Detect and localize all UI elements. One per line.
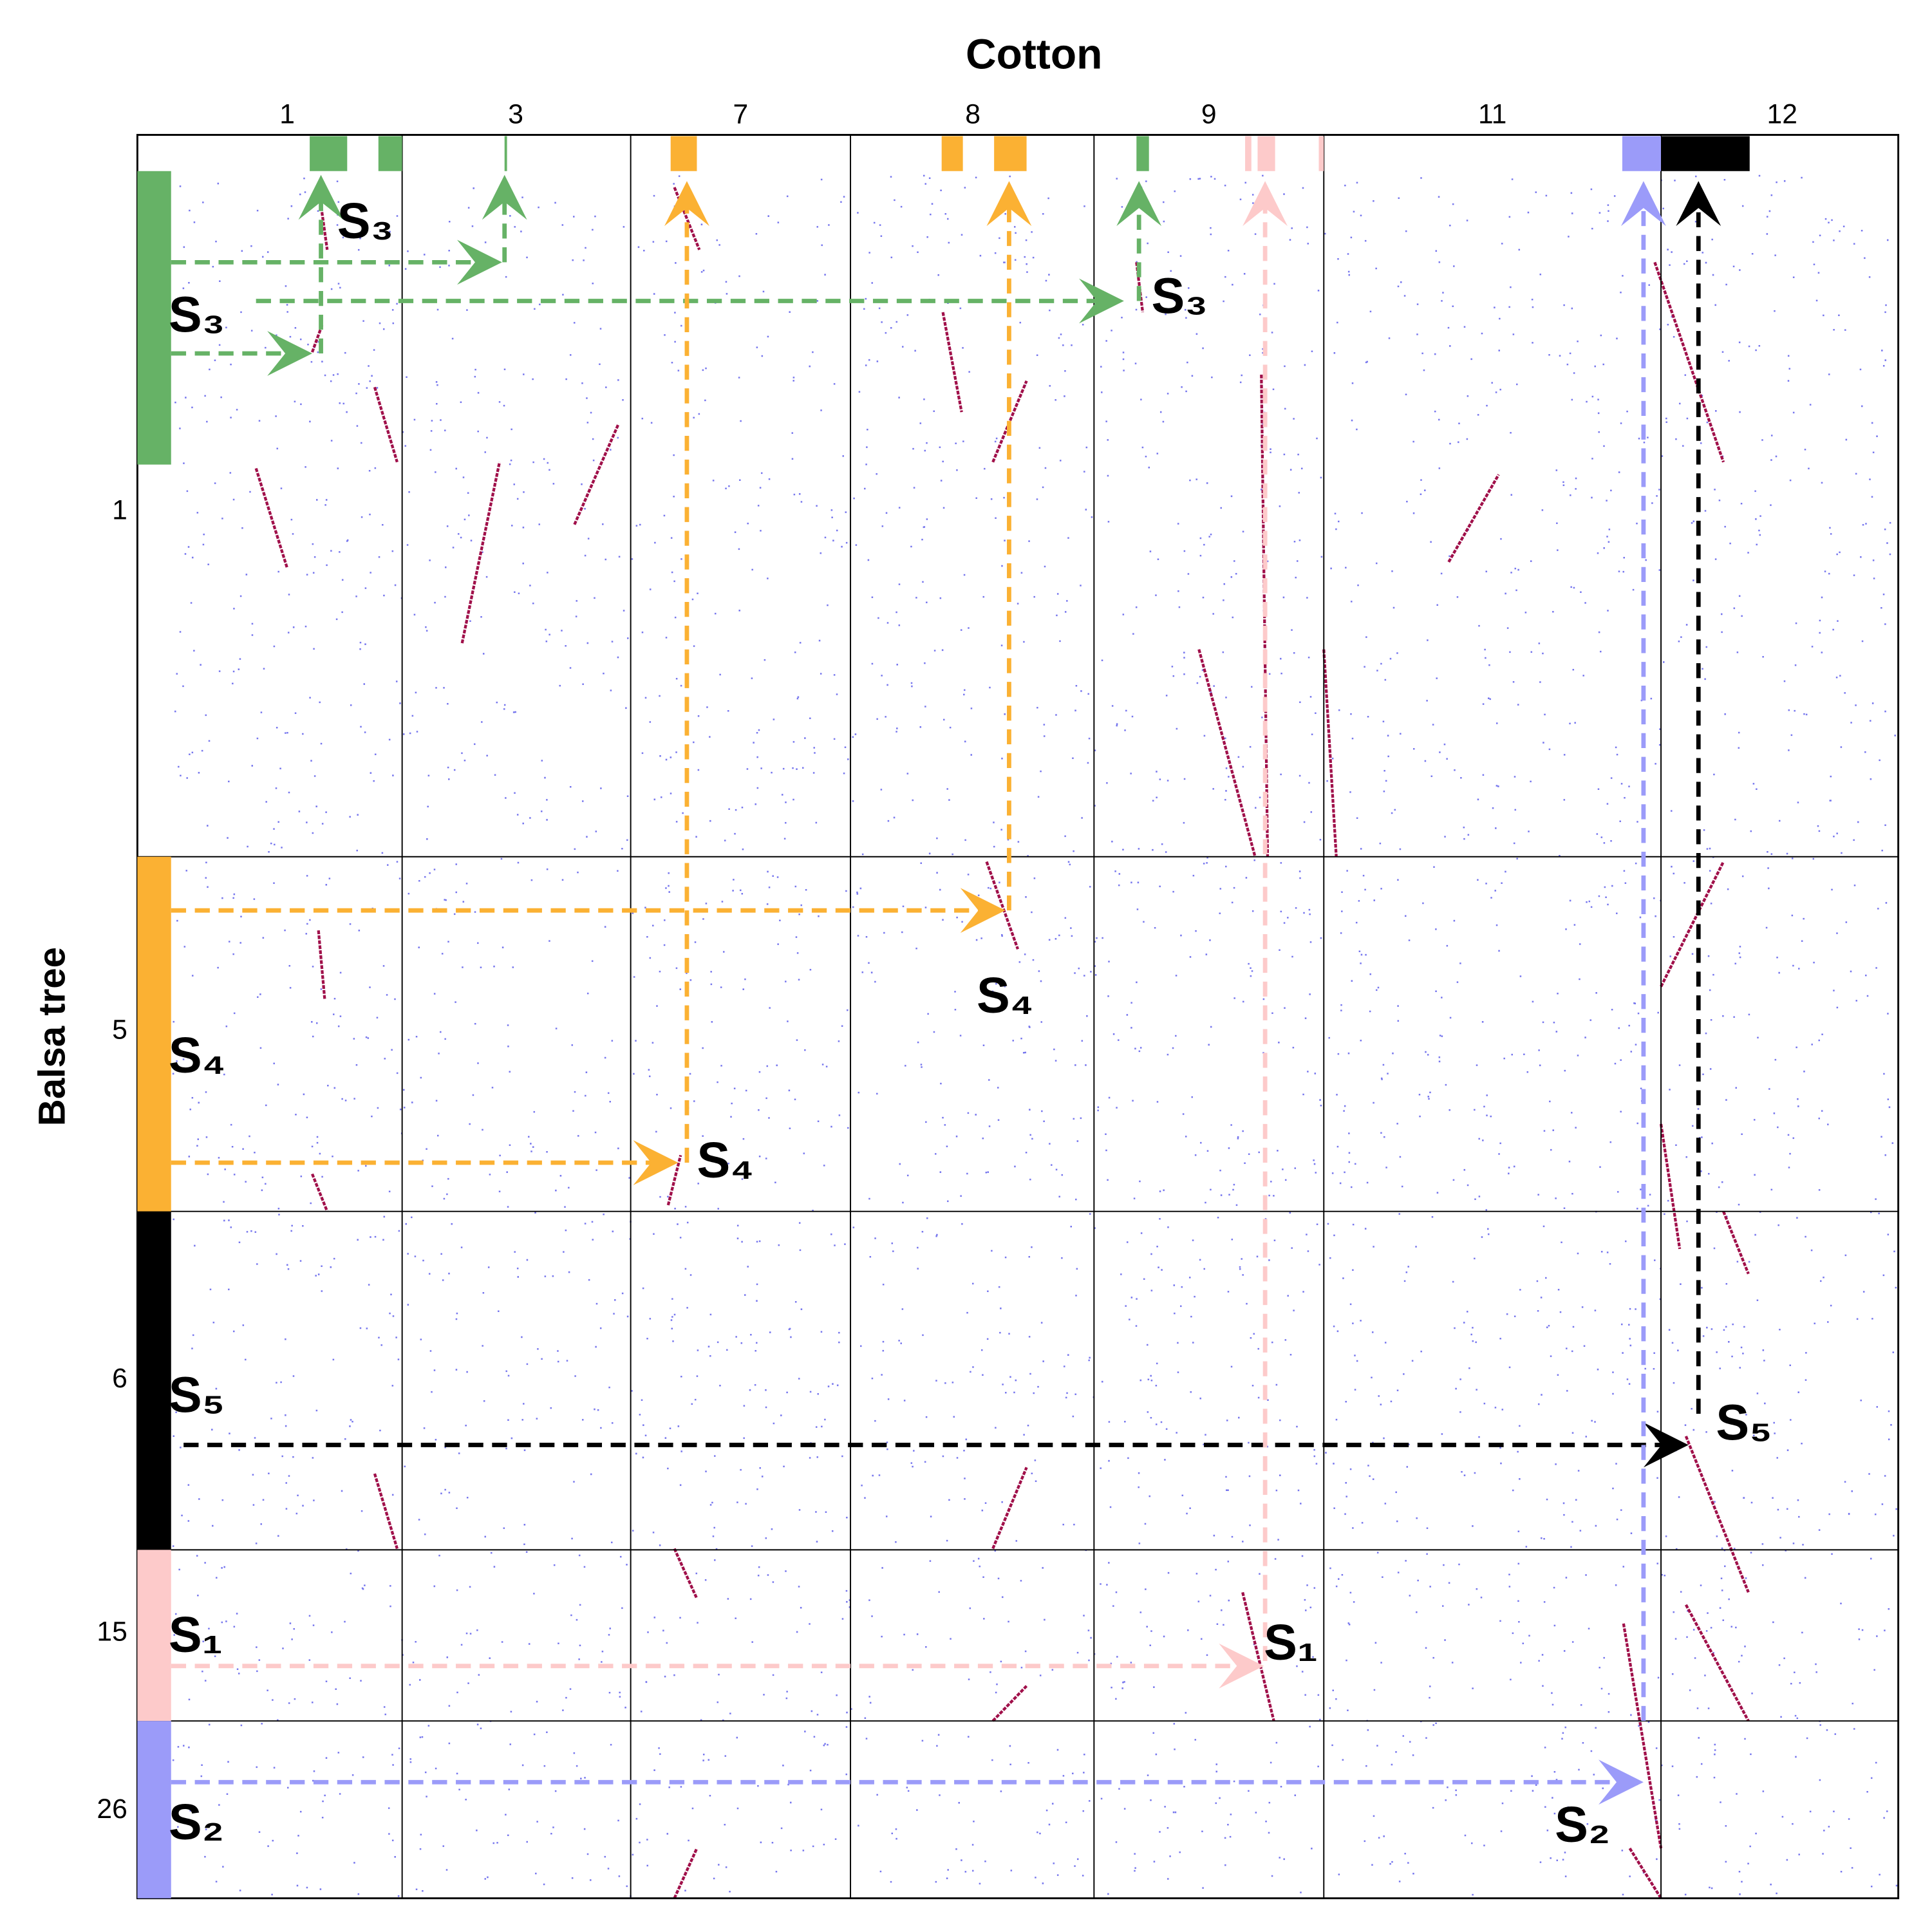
arrows (171, 174, 1721, 1805)
synteny-segment (310, 1173, 329, 1212)
y-axis-label: Balsa tree (32, 947, 73, 1126)
synteny-segment (673, 1548, 699, 1599)
arrowhead (1219, 1643, 1264, 1689)
arrowhead (1599, 1759, 1644, 1805)
column-label: 9 (1201, 99, 1217, 130)
synteny-segment (460, 462, 502, 644)
column-block (1136, 136, 1149, 171)
segment-label: S₃ (337, 194, 394, 249)
segment-label: S₅ (1716, 1395, 1772, 1450)
arrowhead (1620, 181, 1666, 227)
synteny-segment (1684, 1604, 1750, 1722)
synteny-segment (1241, 1591, 1275, 1721)
synteny-segment (1722, 1210, 1750, 1275)
column-block (310, 136, 348, 171)
block-bars (137, 136, 1750, 1899)
synteny-segment (673, 187, 701, 250)
segment-label: S₂ (1555, 1797, 1610, 1852)
synteny-segment (991, 1685, 1028, 1722)
segment-label: S₁ (169, 1608, 223, 1663)
column-block (1661, 136, 1750, 171)
dots (172, 174, 1898, 1899)
synteny-segment (1653, 261, 1725, 463)
row-label: 15 (97, 1617, 127, 1647)
segment-label: S₂ (169, 1795, 224, 1850)
row-block (137, 1550, 171, 1721)
synteny-segment (1684, 1436, 1750, 1593)
column-block (994, 136, 1027, 171)
title: Cotton (966, 30, 1102, 78)
arrowhead (1676, 181, 1721, 227)
synteny-segment (1622, 1623, 1663, 1849)
row-label: 26 (97, 1794, 127, 1824)
column-label: 11 (1478, 99, 1506, 130)
arrowhead (1079, 278, 1124, 324)
synteny-segment (941, 312, 963, 413)
synteny-segment (1197, 649, 1257, 858)
arrowhead (298, 174, 344, 220)
arrowhead (267, 331, 312, 376)
row-block (137, 171, 171, 465)
column-block (1622, 136, 1662, 171)
synteny-segment (991, 1467, 1028, 1550)
arrowhead (1116, 181, 1162, 227)
segment-label: S₅ (169, 1367, 225, 1423)
synteny-segment (373, 386, 399, 463)
segment-label: S₁ (1264, 1615, 1318, 1670)
synteny-segment (373, 1473, 399, 1550)
arrowhead (664, 181, 709, 227)
arrowhead (960, 888, 1006, 933)
arrowhead (633, 1140, 679, 1185)
synteny-segment (1659, 1123, 1682, 1250)
arrowhead (482, 174, 527, 220)
column-block (670, 136, 697, 171)
synteny-segment (573, 424, 620, 525)
arrowhead (986, 181, 1032, 227)
row-label: 1 (112, 495, 127, 526)
row-label: 5 (112, 1015, 127, 1046)
column-block (941, 136, 963, 171)
segment-label: S₄ (169, 1028, 226, 1083)
row-block (137, 856, 171, 1212)
arrowhead (1243, 181, 1288, 227)
column-label: 12 (1767, 99, 1797, 130)
noise-dots (172, 174, 1898, 1897)
synteny-segment (1322, 649, 1338, 857)
row-label: 6 (112, 1363, 127, 1394)
synteny-segment (673, 1848, 699, 1899)
column-label: 1 (279, 99, 295, 130)
column-label: 3 (508, 99, 523, 130)
synteny-segment (666, 1154, 682, 1206)
column-block (1245, 136, 1252, 171)
column-block (1318, 136, 1324, 171)
row-block (137, 1721, 171, 1899)
column-block (378, 136, 402, 171)
grid (136, 134, 1900, 1900)
segment-label: S₃ (1152, 268, 1208, 324)
column-label: 8 (965, 99, 980, 130)
synteny-segment (985, 861, 1020, 950)
synteny-segment (317, 930, 326, 1000)
segment-label: S₄ (977, 968, 1034, 1023)
segment-label: S₃ (169, 287, 225, 342)
column-block (1257, 136, 1275, 171)
column-block (504, 136, 507, 171)
synteny-segment (1447, 474, 1500, 563)
synteny-segment (991, 380, 1028, 463)
synteny-segment (1660, 861, 1725, 988)
synteny-segment (254, 467, 289, 569)
segment-label: S₄ (697, 1132, 754, 1188)
arrowhead (1643, 1422, 1689, 1468)
column-label: 7 (733, 99, 748, 130)
synteny-segment (1628, 1847, 1662, 1899)
row-block (137, 1211, 171, 1550)
arrowhead (456, 239, 502, 285)
